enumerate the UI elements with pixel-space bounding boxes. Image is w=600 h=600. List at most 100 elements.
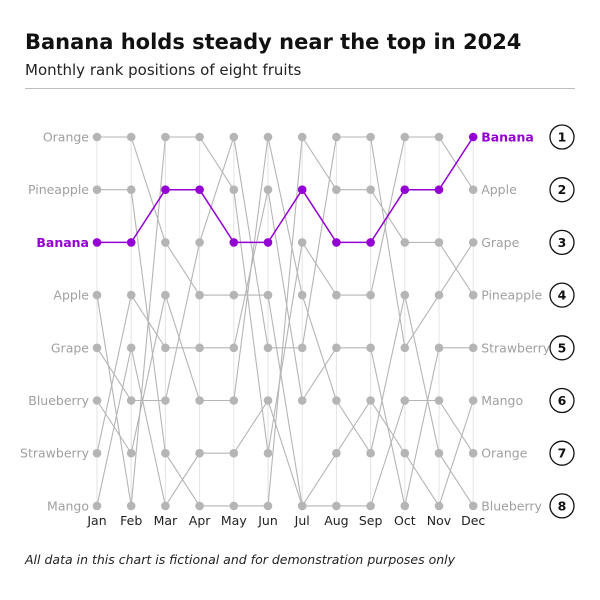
point-apple-jan	[92, 290, 102, 300]
start-label-apple: Apple	[53, 288, 89, 303]
point-orange-dec	[468, 448, 478, 458]
x-tick-label-jul: Jul	[294, 513, 310, 528]
series-line-banana	[97, 136, 474, 244]
x-tick-label-oct: Oct	[394, 513, 416, 528]
point-apple-apr	[195, 132, 204, 142]
point-banana-dec	[468, 132, 478, 142]
rank-badge-label-8: 8	[558, 498, 567, 513]
point-orange-aug	[332, 501, 341, 511]
point-strawberry-jun	[263, 185, 273, 194]
x-tick-label-nov: Nov	[427, 513, 452, 528]
point-banana-mar	[161, 185, 170, 194]
x-tick-label-may: May	[221, 513, 247, 528]
point-strawberry-apr	[195, 343, 204, 353]
point-banana-jan	[92, 238, 102, 247]
point-pineapple-jan	[92, 185, 102, 194]
point-blueberry-dec	[468, 501, 478, 511]
rank-badge-label-6: 6	[558, 393, 567, 408]
rank-badge-3	[549, 229, 575, 256]
rank-badge-label-4: 4	[558, 288, 567, 303]
point-strawberry-dec	[468, 343, 478, 353]
start-label-strawberry: Strawberry	[20, 446, 90, 461]
series-pineapple	[92, 132, 478, 511]
rank-badge-label-3: 3	[558, 235, 567, 250]
end-label-banana: Banana	[481, 130, 534, 145]
point-orange-apr	[195, 290, 204, 300]
rank-badge-5	[549, 335, 575, 361]
rank-badge-label-7: 7	[558, 446, 567, 461]
point-pineapple-dec	[468, 290, 478, 300]
point-strawberry-feb	[126, 290, 136, 300]
point-mango-dec	[468, 396, 478, 405]
point-pineapple-aug	[332, 185, 341, 194]
point-orange-jan	[92, 132, 102, 142]
point-mango-may	[229, 448, 239, 458]
point-pineapple-feb	[126, 185, 136, 194]
rank-badge-label-5: 5	[558, 340, 567, 355]
point-grape-nov	[434, 290, 444, 300]
point-grape-jul	[297, 343, 307, 353]
rank-badge-8	[549, 493, 575, 519]
point-pineapple-oct	[400, 238, 410, 247]
series-mango	[92, 343, 478, 511]
rank-badge-7	[549, 440, 575, 466]
end-label-mango: Mango	[481, 393, 523, 408]
point-banana-jul	[297, 185, 307, 194]
point-strawberry-oct	[400, 501, 410, 511]
point-orange-jun	[263, 290, 273, 300]
rank-badge-4	[549, 282, 575, 308]
point-orange-mar	[161, 238, 170, 247]
point-mango-jan	[92, 501, 102, 511]
highlight-series-layer	[92, 132, 478, 247]
point-apple-jul	[297, 238, 307, 247]
point-blueberry-mar	[161, 290, 170, 300]
point-grape-jun	[263, 343, 273, 353]
point-banana-nov	[434, 185, 444, 194]
series-line-mango	[96, 347, 474, 507]
point-mango-oct	[400, 448, 410, 458]
point-apple-mar	[161, 132, 170, 142]
point-banana-apr	[195, 185, 204, 194]
point-blueberry-may	[229, 396, 239, 405]
point-apple-may	[229, 185, 239, 194]
point-strawberry-jan	[92, 448, 102, 458]
series-strawberry	[92, 185, 478, 511]
point-mango-mar	[161, 501, 170, 511]
series-line-pineapple	[97, 136, 474, 507]
start-label-mango: Mango	[47, 498, 89, 513]
point-orange-feb	[126, 132, 136, 142]
x-tick-label-aug: Aug	[324, 513, 348, 528]
point-banana-sep	[366, 238, 375, 247]
point-grape-may	[229, 132, 239, 142]
series-line-orange	[97, 136, 474, 507]
point-blueberry-oct	[400, 290, 410, 300]
title-divider	[25, 88, 575, 89]
point-apple-aug	[332, 290, 341, 300]
point-banana-oct	[400, 185, 410, 194]
x-tick-label-jun: Jun	[257, 513, 278, 528]
end-label-strawberry: Strawberry	[481, 340, 551, 355]
x-tick-label-feb: Feb	[120, 513, 142, 528]
point-strawberry-nov	[434, 343, 444, 353]
point-apple-oct	[400, 132, 410, 142]
x-tick-label-sep: Sep	[359, 513, 383, 528]
x-tick-label-mar: Mar	[154, 513, 178, 528]
end-label-apple: Apple	[481, 182, 517, 197]
point-grape-sep	[366, 132, 375, 142]
point-mango-apr	[195, 448, 204, 458]
point-grape-mar	[161, 396, 170, 405]
point-blueberry-nov	[434, 448, 444, 458]
point-mango-sep	[366, 396, 375, 405]
point-strawberry-sep	[366, 343, 375, 353]
x-tick-label-jan: Jan	[86, 513, 106, 528]
point-blueberry-jul	[297, 290, 307, 300]
point-pineapple-may	[229, 501, 239, 511]
point-strawberry-mar	[161, 343, 170, 353]
point-banana-jun	[263, 238, 273, 247]
label-layer: Jan Feb Mar Apr May Jun Jul Aug Sep Oct Nov Dec 1 2 3 4…	[20, 124, 575, 528]
chart-title: Banana holds steady near the top in 2024	[25, 30, 522, 54]
rank-badge-1	[549, 124, 575, 150]
x-tick-label-dec: Dec	[461, 513, 485, 528]
